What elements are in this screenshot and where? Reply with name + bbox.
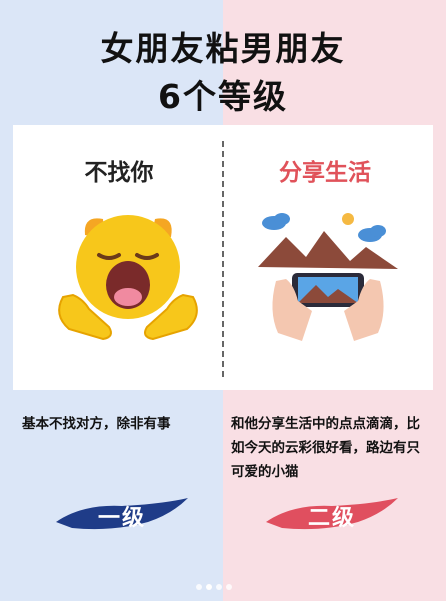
page-dot-active[interactable] [206,584,212,590]
title-line-2: 6个等级 [158,77,288,116]
red-brush-stroke [266,498,398,530]
pagination-dots [196,575,236,594]
title-line-1: 女朋友粘男朋友 [100,29,346,68]
yawning-face-icon [58,215,198,341]
right-heading: 分享生活 [279,160,371,186]
level-2-label: 二级 [307,506,356,531]
page-dot[interactable] [226,584,232,590]
level-badge-2: 二级 [262,492,402,536]
level-1-label: 一级 [97,506,146,531]
content-card: 不找你 分享生活 [13,125,433,390]
left-description: 基本不找对方，除非有事 [22,416,171,432]
right-description: 和他分享生活中的点点滴滴，比如今天的云彩很好看，路边有只可爱的小猫 [231,416,420,480]
page-dot[interactable] [196,584,202,590]
left-heading: 不找你 [84,160,154,186]
phone-landscape-icon [258,213,398,341]
dashed-divider [222,141,224,377]
blue-brush-stroke [56,498,188,530]
level-badge-1: 一级 [52,492,192,536]
page-dot[interactable] [216,584,222,590]
